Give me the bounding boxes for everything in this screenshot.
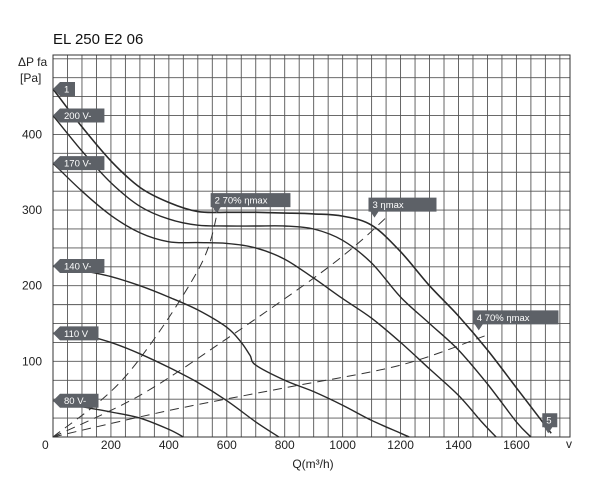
- voltage-label: 110 V: [53, 326, 99, 341]
- x-tick-label: 1000: [329, 438, 356, 452]
- tag-shape: [53, 82, 75, 97]
- tag-label: 5: [546, 416, 551, 427]
- x-tick-label: 400: [159, 438, 179, 452]
- x-axis-end-label: v: [566, 437, 572, 451]
- voltage-label: 200 V-: [53, 108, 105, 123]
- y-axis-label: ΔP fa: [18, 55, 47, 69]
- performance-curves: [52, 88, 552, 438]
- efficiency-lines: [52, 209, 488, 438]
- x-tick-label: 0: [42, 438, 49, 452]
- efficiency-line: [52, 209, 219, 438]
- tag-shape: [53, 156, 105, 171]
- point-label: 2 70% ηmax: [210, 193, 291, 214]
- tag-shape: [542, 413, 558, 434]
- efficiency-line: [52, 217, 387, 438]
- plot-frame: [52, 54, 571, 438]
- y-tick-label: 200: [22, 279, 42, 293]
- tag-shape: [210, 193, 291, 214]
- x-tick-label: 600: [217, 438, 237, 452]
- tag-shape: [472, 310, 559, 331]
- point-label: 4 70% ηmax: [472, 310, 559, 331]
- y-tick-label: 400: [22, 127, 42, 141]
- series-line: [52, 115, 532, 438]
- voltage-label: 80 V-: [53, 393, 99, 408]
- tag-label: 110 V: [64, 329, 89, 340]
- point-label: 3 ηmax: [368, 197, 437, 218]
- tag-shape: [53, 108, 105, 123]
- series-line: [52, 265, 410, 438]
- series-line: [52, 88, 552, 434]
- tag-label: 4 70% ηmax: [477, 313, 530, 324]
- point-label: 5: [542, 413, 558, 434]
- efficiency-line: [52, 334, 488, 438]
- y-axis-unit: [Pa]: [20, 71, 41, 85]
- x-axis-label: Q(m³/h): [292, 457, 333, 471]
- grid: [52, 54, 571, 438]
- tag-label: 2 70% ηmax: [215, 196, 268, 207]
- tag-shape: [53, 393, 99, 408]
- y-tick-label: 100: [22, 354, 42, 368]
- x-tick-label: 200: [101, 438, 121, 452]
- voltage-label: 170 V-: [53, 156, 105, 171]
- series-line: [52, 162, 497, 438]
- tag-label: 140 V-: [64, 262, 91, 273]
- voltage-label: 140 V-: [53, 259, 105, 274]
- y-tick-label: 300: [22, 203, 42, 217]
- tag-shape: [53, 326, 99, 341]
- tag-label: 1: [64, 85, 69, 96]
- curve-labels: 200 V- 170 V- 140 V- 110 V 80 V- 1 2 70% ηmax 3…: [53, 82, 559, 434]
- point-label: 1: [53, 82, 75, 97]
- x-tick-label: 800: [275, 438, 295, 452]
- x-tick-label: 1200: [387, 438, 414, 452]
- tag-shape: [368, 197, 437, 218]
- tag-label: 200 V-: [64, 111, 91, 122]
- tag-label: 80 V-: [64, 396, 86, 407]
- x-tick-label: 1400: [445, 438, 472, 452]
- chart-title: EL 250 E2 06: [53, 31, 143, 48]
- tag-label: 3 ηmax: [372, 200, 403, 211]
- x-tick-label: 1600: [503, 438, 530, 452]
- tag-shape: [53, 259, 105, 274]
- axis-ticks: 0 200 400 600 800 1000 1200 1400 1600 100 200 300 40…: [22, 127, 530, 452]
- tag-label: 170 V-: [64, 159, 91, 170]
